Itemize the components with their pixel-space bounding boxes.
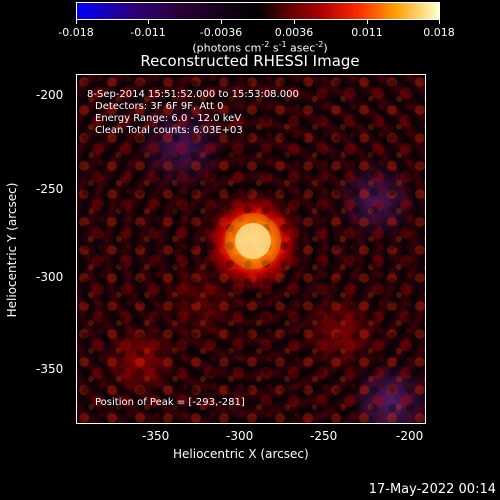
- colorbar-units-exp-3: -2: [315, 40, 324, 49]
- colorbar-tick-label: -0.018: [58, 26, 94, 39]
- colorbar-tick-label: 0.0036: [274, 26, 314, 39]
- y-tick-label: -350: [36, 362, 64, 376]
- colorbar-tick: [294, 19, 295, 24]
- rhessi-image-plot: 8-Sep-2014 15:51:52.000 to 15:53:08.000 …: [76, 74, 426, 424]
- y-tick-label: -200: [36, 88, 64, 102]
- y-tick-label: -300: [36, 270, 64, 284]
- x-axis-label: Heliocentric X (arcsec): [173, 447, 309, 461]
- y-tick-label: -250: [36, 182, 64, 196]
- colorbar-tick: [439, 19, 440, 24]
- colorbar-tick: [148, 19, 149, 24]
- colorbar-units: (photons cm-2 s-1 asec-2): [150, 40, 370, 55]
- time-range: 8-Sep-2014 15:51:52.000 to 15:53:08.000: [87, 89, 299, 100]
- x-tick-label: -200: [396, 429, 424, 443]
- colorbar-tick-label: 0.011: [351, 26, 383, 39]
- x-tick-label: -350: [142, 429, 170, 443]
- x-tick-label: -300: [226, 429, 254, 443]
- colorbar-units-exp-2: -1: [278, 40, 287, 49]
- y-axis-label: Heliocentric Y (arcsec): [5, 182, 19, 318]
- image-texture: [77, 75, 425, 423]
- colorbar-tick: [76, 19, 77, 24]
- colorbar-units-exp-1: -2: [261, 40, 270, 49]
- colorbar-tick-label: -0.011: [130, 26, 166, 39]
- clean-total-counts: Clean Total counts: 6.03E+03: [95, 125, 243, 136]
- detectors-info: Detectors: 3F 6F 9F, Att 0: [95, 101, 224, 112]
- colorbar-units-mid-1: s: [269, 41, 279, 55]
- plot-title: Reconstructed RHESSI Image: [140, 52, 360, 70]
- colorbar-units-suffix: ): [323, 41, 328, 55]
- colorbar-tick-label: -0.0036: [199, 26, 243, 39]
- colorbar-units-prefix: (photons cm: [192, 41, 262, 55]
- timestamp: 17-May-2022 00:14: [368, 482, 496, 497]
- colorbar-tick: [367, 19, 368, 24]
- colorbar-tick: [221, 19, 222, 24]
- x-tick-label: -250: [310, 429, 338, 443]
- energy-range: Energy Range: 6.0 - 12.0 keV: [95, 113, 242, 124]
- colorbar-units-mid-2: asec: [286, 41, 316, 55]
- colorbar: [76, 2, 440, 20]
- colorbar-tick-label: 0.018: [423, 26, 455, 39]
- peak-position: Position of Peak = [-293,-281]: [95, 397, 245, 408]
